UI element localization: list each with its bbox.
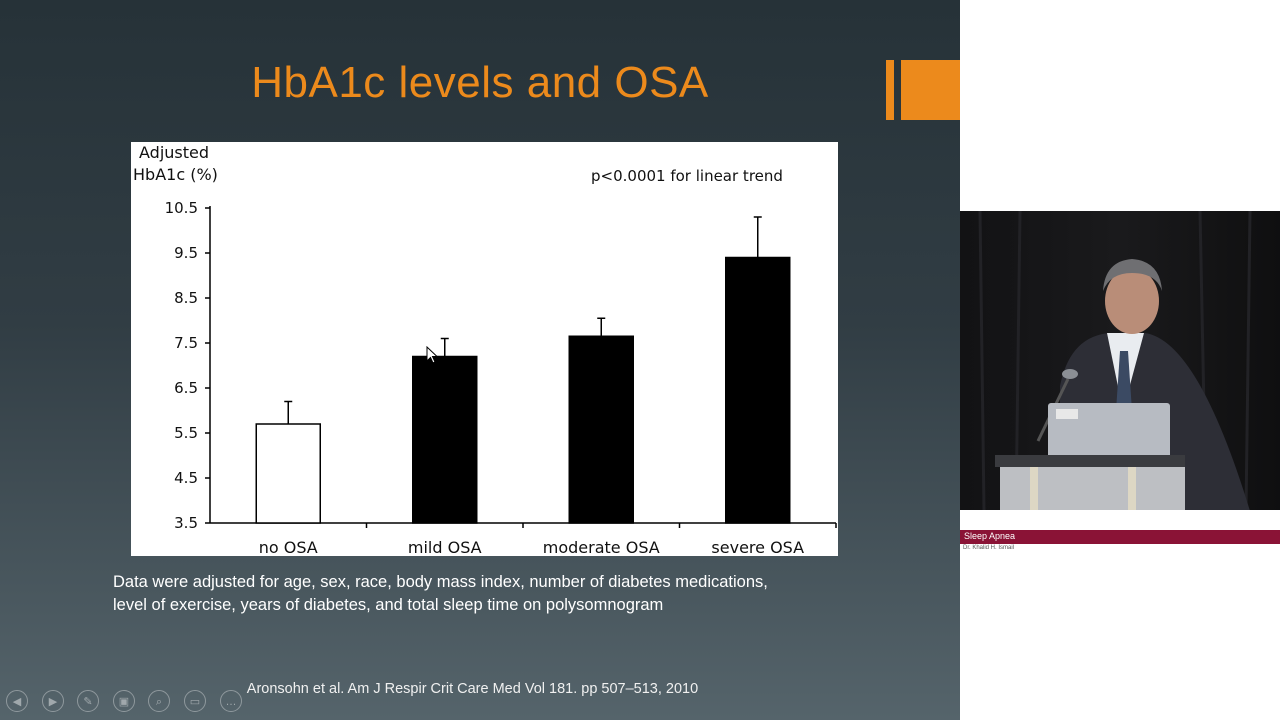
subtitles-button[interactable]: ▭ — [184, 690, 206, 712]
slide-footnote: Data were adjusted for age, sex, race, b… — [113, 571, 893, 617]
y-axis-label-line1: Adjusted — [139, 143, 209, 162]
y-tick-label: 4.5 — [174, 469, 198, 487]
pen-tool-button[interactable]: ✎ — [77, 690, 99, 712]
subtitles-icon: ▭ — [189, 696, 201, 708]
x-category-label: no OSA — [259, 538, 318, 556]
more-icon: … — [225, 696, 237, 708]
next-icon: ▶ — [48, 696, 58, 708]
bar-chart: Adjusted HbA1c (%) p<0.0001 for linear t… — [133, 143, 837, 556]
zoom-icon: ⌕ — [155, 696, 163, 708]
mouse-cursor-icon — [426, 346, 438, 364]
bar-severe-osa — [725, 256, 791, 524]
y-tick-label: 3.5 — [174, 514, 198, 532]
lower-third-bar: Sleep Apnea — [960, 530, 1280, 544]
previous-slide-button[interactable]: ◀ — [6, 690, 28, 712]
accent-bar-block — [901, 60, 960, 120]
trend-annotation: p<0.0001 for linear trend — [591, 167, 783, 185]
presentation-slide: HbA1c levels and OSA Adjusted HbA1c (%) … — [0, 0, 960, 720]
slide-title: HbA1c levels and OSA — [251, 58, 709, 107]
y-tick-label: 10.5 — [165, 199, 198, 217]
y-tick-label: 5.5 — [174, 424, 198, 442]
footnote-line-1: Data were adjusted for age, sex, race, b… — [113, 573, 768, 591]
zoom-button[interactable]: ⌕ — [148, 690, 170, 712]
lower-third-title: Sleep Apnea — [964, 531, 1016, 541]
x-category-label: moderate OSA — [543, 538, 660, 556]
y-axis-label-line2: HbA1c (%) — [133, 165, 218, 184]
more-options-button[interactable]: … — [220, 690, 242, 712]
bar-no-osa — [255, 423, 321, 524]
video-bottom-strip — [960, 510, 1280, 530]
y-tick-label: 6.5 — [174, 379, 198, 397]
y-tick-label: 9.5 — [174, 244, 198, 262]
speaker-video-frame — [960, 211, 1280, 510]
see-all-slides-button[interactable]: ▣ — [113, 690, 135, 712]
x-category-label: severe OSA — [711, 538, 804, 556]
speaker-video — [960, 211, 1280, 510]
slides-icon: ▣ — [118, 696, 130, 708]
chart-panel: Adjusted HbA1c (%) p<0.0001 for linear t… — [131, 142, 838, 556]
y-tick-label: 7.5 — [174, 334, 198, 352]
y-tick-label: 8.5 — [174, 289, 198, 307]
x-category-label: mild OSA — [408, 538, 482, 556]
footnote-line-2: level of exercise, years of diabetes, an… — [113, 596, 664, 614]
next-slide-button[interactable]: ▶ — [42, 690, 64, 712]
lower-third-speaker-name: Dr. Khalid H. Ismail — [963, 545, 1015, 551]
accent-bar-thin — [886, 60, 894, 120]
bar-mild-osa — [412, 355, 478, 524]
slide-citation: Aronsohn et al. Am J Respir Crit Care Me… — [246, 681, 699, 697]
pen-icon: ✎ — [83, 696, 93, 708]
bar-moderate-osa — [568, 335, 634, 524]
previous-icon: ◀ — [12, 696, 22, 708]
